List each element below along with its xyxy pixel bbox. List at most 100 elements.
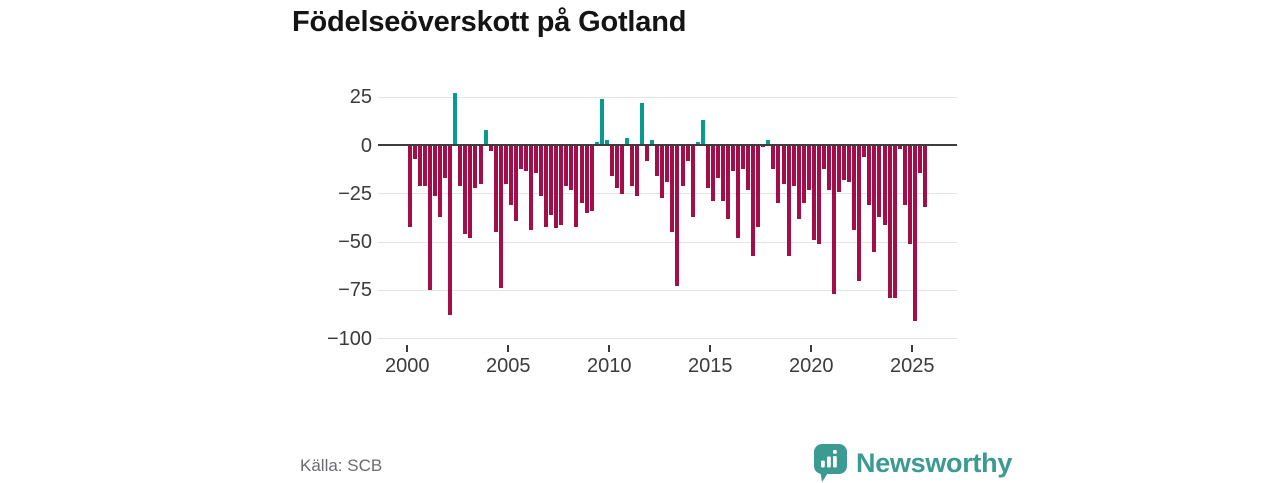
bar-positive [624,137,629,146]
bar-negative [589,145,594,212]
bar-negative [513,145,518,221]
bar-negative [564,145,569,187]
bar-negative [473,145,478,188]
bar-negative [801,145,806,204]
bar-negative [559,145,564,225]
bar-negative [907,145,912,244]
bar-negative [736,145,741,239]
bar-negative [796,145,801,219]
brand-name: Newsworthy [856,447,1013,478]
bar-positive [453,93,458,146]
bar-negative [655,145,660,177]
bar-negative [438,145,443,217]
bar-negative [816,145,821,244]
bar-negative [670,145,675,233]
x-axis-label: 2015 [688,355,733,377]
bar-positive [599,99,604,146]
bar-positive [700,120,705,146]
source-note: Källa: SCB [300,456,383,475]
newsworthy-icon [813,443,848,483]
bar-negative [705,145,710,188]
bar-negative [897,145,902,150]
brand-logo: Newsworthy [813,443,1012,483]
y-axis-label: −75 [338,279,372,302]
bar-negative [574,145,579,227]
bar-negative [746,145,751,190]
y-gridline [378,96,957,98]
x-axis-label: 2025 [890,355,935,377]
x-tick-mark [709,345,712,352]
bar-positive [604,139,609,146]
bar-negative [468,145,473,239]
bar-negative [791,145,796,187]
bar-negative [826,145,831,190]
bar-negative [498,145,503,289]
x-axis-label: 2000 [385,355,430,377]
bar-positive [695,141,700,146]
bar-negative [710,145,715,202]
bar-negative [549,145,554,215]
bar-negative [609,145,614,177]
bar-negative [872,145,877,252]
bar-negative [579,145,584,204]
bar-positive [594,141,599,146]
bar-negative [645,145,650,161]
bar-negative [433,145,438,196]
bar-negative [458,145,463,187]
bar-negative [912,145,917,322]
bar-negative [614,145,619,188]
bar-negative [488,145,493,152]
bar-negative [862,145,867,158]
bar-negative [720,145,725,202]
bar-negative [554,145,559,229]
bar-positive [766,139,771,146]
bar-negative [443,145,448,179]
y-gridline [378,241,957,243]
x-tick-mark [507,345,510,352]
bar-negative [478,145,483,185]
y-axis-label: −25 [338,182,372,205]
bar-negative [741,145,746,169]
bar-negative [857,145,862,281]
bar-negative [751,145,756,256]
bar-negative [407,145,412,227]
x-axis-label: 2020 [789,355,834,377]
bar-negative [847,145,852,183]
bar-negative [725,145,730,219]
bar-negative [422,145,427,187]
bar-negative [917,145,922,173]
bar-negative [690,145,695,217]
bar-negative [584,145,589,214]
bar-negative [832,145,837,295]
bar-negative [630,145,635,187]
bar-negative [821,145,826,169]
bar-positive [650,139,655,146]
bar-positive [483,130,488,146]
bar-positive [640,103,645,146]
x-axis-label: 2005 [486,355,531,377]
x-tick-mark [911,345,914,352]
bar-negative [842,145,847,181]
bar-negative [412,145,417,159]
x-axis-label: 2010 [587,355,632,377]
y-axis-label: 25 [349,86,372,109]
bar-negative [902,145,907,206]
bar-negative [508,145,513,206]
x-tick-mark [406,345,409,352]
bar-negative [882,145,887,225]
bar-negative [660,145,665,198]
bar-negative [781,145,786,185]
y-gridline [378,338,957,339]
bar-negative [529,145,534,231]
bar-negative [852,145,857,231]
bar-negative [493,145,498,233]
bar-negative [756,145,761,227]
bar-negative [715,145,720,179]
bar-negative [776,145,781,204]
y-axis-label: 0 [360,134,372,157]
bar-negative [463,145,468,235]
y-gridline [378,193,957,195]
bar-negative [428,145,433,291]
bar-negative [837,145,842,192]
